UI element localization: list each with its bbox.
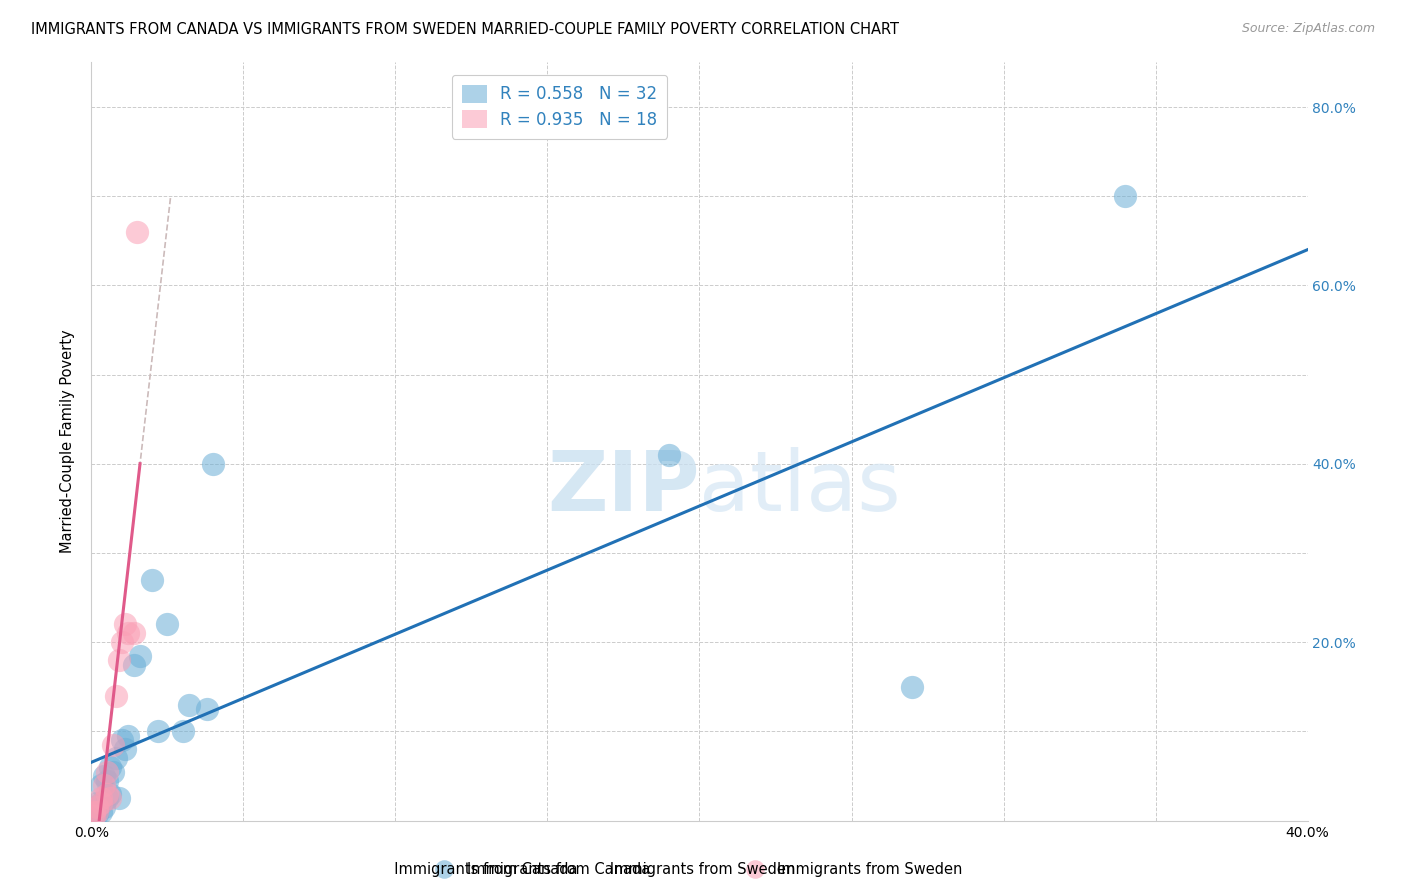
- Point: [101, 764, 124, 779]
- Point: [1114, 189, 1136, 203]
- Point: [86, 800, 108, 814]
- Y-axis label: Married-Couple Family Poverty: Married-Couple Family Poverty: [60, 330, 76, 553]
- Point: [96, 791, 118, 805]
- Point: [89, 791, 111, 805]
- Point: [172, 724, 194, 739]
- Point: [433, 862, 456, 876]
- Point: [111, 733, 134, 747]
- Point: [96, 787, 118, 801]
- Text: Immigrants from Sweden: Immigrants from Sweden: [778, 862, 963, 877]
- Point: [96, 773, 118, 788]
- Text: Immigrants from Canada       Immigrants from Sweden: Immigrants from Canada Immigrants from S…: [385, 863, 796, 877]
- Point: [89, 796, 111, 810]
- Point: [98, 787, 121, 801]
- Point: [148, 724, 170, 739]
- Point: [202, 457, 225, 471]
- Point: [83, 809, 105, 823]
- Point: [104, 751, 127, 765]
- Text: Source: ZipAtlas.com: Source: ZipAtlas.com: [1241, 22, 1375, 36]
- Point: [901, 680, 924, 694]
- Point: [658, 448, 681, 462]
- Point: [86, 806, 108, 821]
- Point: [86, 805, 108, 819]
- Point: [83, 805, 105, 819]
- Point: [93, 778, 115, 792]
- Point: [744, 862, 766, 876]
- Point: [122, 626, 145, 640]
- Point: [114, 617, 136, 632]
- Point: [89, 778, 111, 792]
- Text: ZIP: ZIP: [547, 447, 699, 527]
- Point: [93, 800, 115, 814]
- Point: [141, 573, 163, 587]
- Point: [98, 791, 121, 805]
- Point: [101, 738, 124, 752]
- Point: [83, 809, 105, 823]
- Point: [156, 617, 179, 632]
- Point: [117, 626, 139, 640]
- Point: [122, 657, 145, 672]
- Text: atlas: atlas: [699, 447, 901, 527]
- Text: Immigrants from Canada: Immigrants from Canada: [467, 862, 650, 877]
- Point: [86, 800, 108, 814]
- Point: [83, 805, 105, 819]
- Point: [125, 225, 148, 239]
- Point: [111, 635, 134, 649]
- Point: [98, 760, 121, 774]
- Point: [89, 796, 111, 810]
- Point: [107, 791, 129, 805]
- Point: [114, 742, 136, 756]
- Point: [104, 689, 127, 703]
- Point: [96, 764, 118, 779]
- Point: [107, 653, 129, 667]
- Point: [117, 729, 139, 743]
- Point: [177, 698, 200, 712]
- Point: [93, 769, 115, 783]
- Point: [86, 796, 108, 810]
- Point: [195, 702, 218, 716]
- Text: IMMIGRANTS FROM CANADA VS IMMIGRANTS FROM SWEDEN MARRIED-COUPLE FAMILY POVERTY C: IMMIGRANTS FROM CANADA VS IMMIGRANTS FRO…: [31, 22, 898, 37]
- Legend: R = 0.558   N = 32, R = 0.935   N = 18: R = 0.558 N = 32, R = 0.935 N = 18: [451, 75, 668, 138]
- Point: [89, 805, 111, 819]
- Point: [129, 648, 152, 663]
